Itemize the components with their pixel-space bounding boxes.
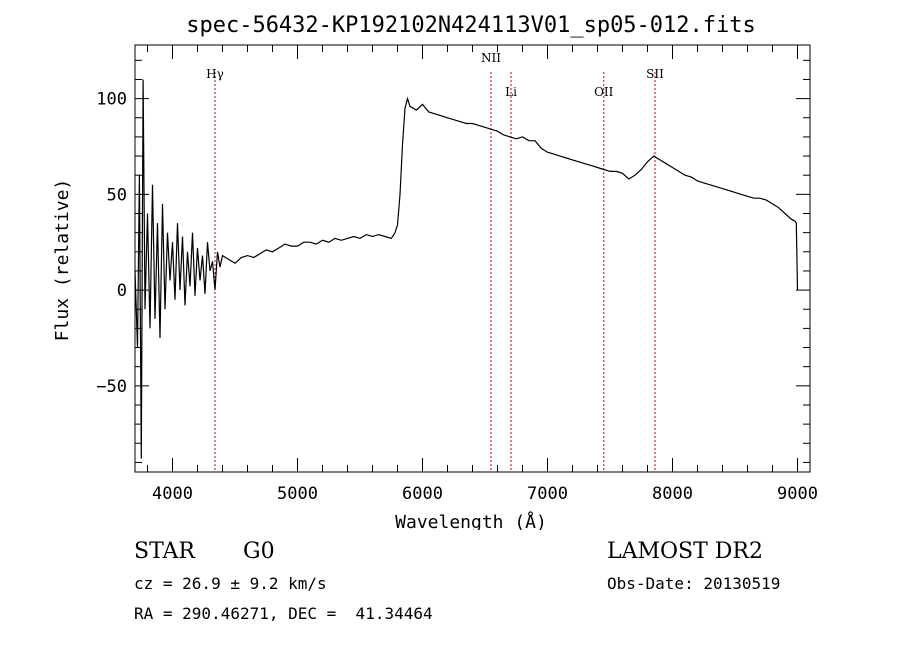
spectrum-chart: spec-56432-KP192102N424113V01_sp05-012.f…	[52, 13, 818, 530]
x-tick-label: 7000	[527, 484, 568, 504]
observation-date: Obs-Date: 20130519	[607, 574, 781, 593]
redshift-readout: cz = 26.9 ± 9.2 km/s	[134, 574, 327, 593]
spectral-subclass: G0	[243, 539, 275, 564]
chart-title: spec-56432-KP192102N424113V01_sp05-012.f…	[186, 13, 756, 38]
y-tick-label: 50	[107, 185, 127, 205]
x-tick-label: 4000	[152, 484, 193, 504]
line-marker-label: Hγ	[206, 67, 224, 81]
line-marker-label: Li	[505, 85, 517, 99]
line-marker-label: OII	[594, 85, 614, 99]
x-tick-label: 6000	[402, 484, 443, 504]
y-tick-label: 100	[96, 90, 127, 110]
line-markers: Hγ NII Li OII SII	[206, 51, 664, 472]
y-tick-label: 0	[117, 281, 127, 301]
plot-frame	[134, 44, 811, 473]
x-axis: 4000 5000 6000 7000 8000 9000	[147, 45, 818, 504]
y-tick-label: −50	[96, 377, 127, 397]
x-tick-label: 9000	[777, 484, 818, 504]
y-axis-label: Flux (relative)	[52, 179, 73, 342]
object-class: STAR	[134, 539, 195, 564]
line-marker-label: SII	[646, 67, 664, 81]
x-tick-label: 8000	[652, 484, 693, 504]
x-axis-label: Wavelength (Å)	[395, 511, 547, 530]
y-axis: −50 0 50 100	[96, 59, 810, 463]
x-tick-label: 5000	[277, 484, 318, 504]
coordinates-readout: RA = 290.46271, DEC = 41.34464	[134, 604, 433, 623]
spectrum-line	[134, 79, 799, 459]
survey-label: LAMOST DR2	[607, 539, 763, 564]
line-marker-label: NII	[481, 51, 501, 65]
spectrum-series	[134, 79, 799, 459]
